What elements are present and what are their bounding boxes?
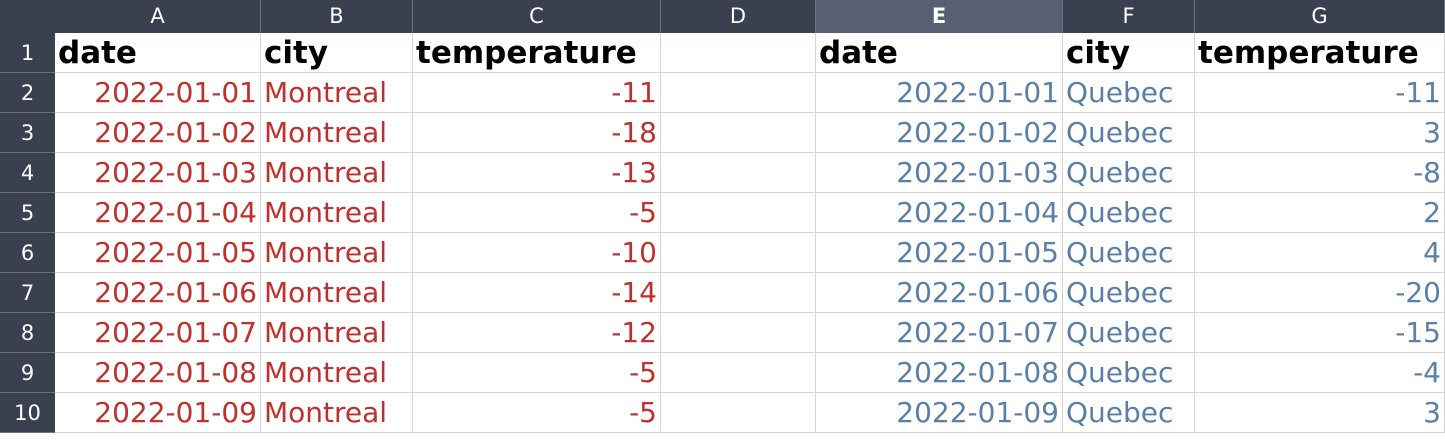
header-cell-date[interactable]: date — [55, 33, 261, 73]
column-header-f[interactable]: F — [1063, 0, 1195, 33]
column-header-d[interactable]: D — [661, 0, 816, 33]
date-cell[interactable]: 2022-01-07 — [816, 313, 1063, 353]
city-cell[interactable]: Quebec — [1063, 113, 1195, 153]
empty-cell[interactable] — [661, 273, 816, 313]
date-cell[interactable]: 2022-01-09 — [55, 393, 261, 433]
header-cell-city[interactable]: city — [261, 33, 413, 73]
temperature-cell[interactable]: -5 — [413, 393, 661, 433]
city-cell[interactable]: Montreal — [261, 113, 413, 153]
city-cell[interactable]: Montreal — [261, 353, 413, 393]
date-cell[interactable]: 2022-01-04 — [55, 193, 261, 233]
select-all-corner[interactable] — [0, 0, 55, 33]
city-cell[interactable]: Montreal — [261, 273, 413, 313]
city-cell[interactable]: Montreal — [261, 233, 413, 273]
temperature-cell[interactable]: 4 — [1195, 233, 1445, 273]
city-cell[interactable]: Quebec — [1063, 393, 1195, 433]
row-header-9[interactable]: 9 — [0, 353, 55, 393]
temperature-cell[interactable]: -20 — [1195, 273, 1445, 313]
temperature-cell[interactable]: -8 — [1195, 153, 1445, 193]
date-cell[interactable]: 2022-01-05 — [816, 233, 1063, 273]
row-header-8[interactable]: 8 — [0, 313, 55, 353]
date-cell[interactable]: 2022-01-02 — [55, 113, 261, 153]
column-header-g[interactable]: G — [1195, 0, 1445, 33]
temperature-cell[interactable]: -11 — [413, 73, 661, 113]
date-cell[interactable]: 2022-01-09 — [816, 393, 1063, 433]
temperature-cell[interactable]: -14 — [413, 273, 661, 313]
city-cell[interactable]: Quebec — [1063, 73, 1195, 113]
date-cell[interactable]: 2022-01-01 — [816, 73, 1063, 113]
header-cell-city[interactable]: city — [1063, 33, 1195, 73]
city-cell[interactable]: Quebec — [1063, 273, 1195, 313]
city-cell[interactable]: Quebec — [1063, 353, 1195, 393]
date-cell[interactable]: 2022-01-05 — [55, 233, 261, 273]
empty-cell[interactable] — [661, 233, 816, 273]
temperature-cell[interactable]: -4 — [1195, 353, 1445, 393]
date-cell[interactable]: 2022-01-06 — [816, 273, 1063, 313]
empty-cell[interactable] — [661, 113, 816, 153]
temperature-cell[interactable]: -11 — [1195, 73, 1445, 113]
date-cell[interactable]: 2022-01-08 — [816, 353, 1063, 393]
empty-cell[interactable] — [661, 33, 816, 73]
date-cell[interactable]: 2022-01-03 — [55, 153, 261, 193]
city-cell[interactable]: Montreal — [261, 313, 413, 353]
empty-cell[interactable] — [661, 193, 816, 233]
temperature-cell[interactable]: -5 — [413, 193, 661, 233]
city-cell[interactable]: Quebec — [1063, 193, 1195, 233]
date-cell[interactable]: 2022-01-02 — [816, 113, 1063, 153]
date-cell[interactable]: 2022-01-01 — [55, 73, 261, 113]
temperature-cell[interactable]: 3 — [1195, 393, 1445, 433]
row-header-2[interactable]: 2 — [0, 73, 55, 113]
temperature-cell[interactable]: -15 — [1195, 313, 1445, 353]
city-cell[interactable]: Montreal — [261, 193, 413, 233]
column-header-a[interactable]: A — [55, 0, 261, 33]
date-cell[interactable]: 2022-01-07 — [55, 313, 261, 353]
date-cell[interactable]: 2022-01-03 — [816, 153, 1063, 193]
row-header-3[interactable]: 3 — [0, 113, 55, 153]
temperature-cell[interactable]: -10 — [413, 233, 661, 273]
city-cell[interactable]: Montreal — [261, 153, 413, 193]
row-header-10[interactable]: 10 — [0, 393, 55, 433]
empty-cell[interactable] — [661, 153, 816, 193]
row-header-4[interactable]: 4 — [0, 153, 55, 193]
date-cell[interactable]: 2022-01-04 — [816, 193, 1063, 233]
header-cell-temperature[interactable]: temperature — [1195, 33, 1445, 73]
empty-cell[interactable] — [661, 73, 816, 113]
empty-cell[interactable] — [661, 353, 816, 393]
column-header-c[interactable]: C — [413, 0, 661, 33]
date-cell[interactable]: 2022-01-08 — [55, 353, 261, 393]
column-header-e[interactable]: E — [816, 0, 1063, 33]
header-cell-temperature[interactable]: temperature — [413, 33, 661, 73]
temperature-cell[interactable]: 3 — [1195, 113, 1445, 153]
city-cell[interactable]: Quebec — [1063, 233, 1195, 273]
temperature-cell[interactable]: -18 — [413, 113, 661, 153]
city-cell[interactable]: Quebec — [1063, 153, 1195, 193]
city-cell[interactable]: Montreal — [261, 73, 413, 113]
row-header-1[interactable]: 1 — [0, 33, 55, 73]
row-header-6[interactable]: 6 — [0, 233, 55, 273]
temperature-cell[interactable]: -5 — [413, 353, 661, 393]
temperature-cell[interactable]: -13 — [413, 153, 661, 193]
header-cell-date[interactable]: date — [816, 33, 1063, 73]
temperature-cell[interactable]: -12 — [413, 313, 661, 353]
empty-cell[interactable] — [661, 313, 816, 353]
date-cell[interactable]: 2022-01-06 — [55, 273, 261, 313]
column-header-b[interactable]: B — [261, 0, 413, 33]
empty-cell[interactable] — [661, 393, 816, 433]
row-header-7[interactable]: 7 — [0, 273, 55, 313]
city-cell[interactable]: Montreal — [261, 393, 413, 433]
row-header-5[interactable]: 5 — [0, 193, 55, 233]
city-cell[interactable]: Quebec — [1063, 313, 1195, 353]
temperature-cell[interactable]: 2 — [1195, 193, 1445, 233]
